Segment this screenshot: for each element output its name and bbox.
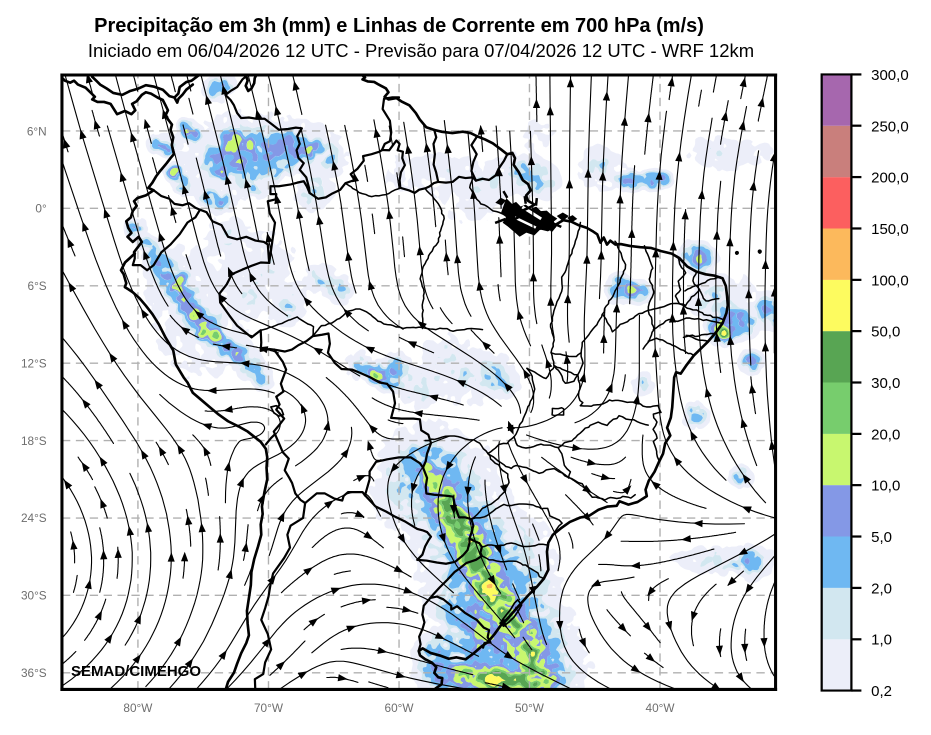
svg-text:50,0: 50,0 bbox=[871, 324, 900, 341]
svg-text:6°S: 6°S bbox=[28, 279, 47, 293]
svg-text:250,0: 250,0 bbox=[871, 118, 909, 135]
svg-text:60°W: 60°W bbox=[385, 701, 415, 715]
svg-text:10,0: 10,0 bbox=[871, 478, 900, 495]
svg-text:0,2: 0,2 bbox=[871, 683, 892, 700]
svg-text:0°: 0° bbox=[35, 202, 47, 216]
svg-text:SEMAD/CIMEHGO: SEMAD/CIMEHGO bbox=[71, 663, 201, 680]
svg-text:50°W: 50°W bbox=[515, 701, 545, 715]
svg-text:12°S: 12°S bbox=[21, 357, 47, 371]
svg-text:200,0: 200,0 bbox=[871, 169, 909, 186]
svg-text:80°W: 80°W bbox=[123, 701, 153, 715]
svg-text:6°N: 6°N bbox=[27, 124, 47, 138]
svg-text:300,0: 300,0 bbox=[871, 67, 909, 84]
svg-text:70°W: 70°W bbox=[254, 701, 284, 715]
svg-text:18°S: 18°S bbox=[21, 434, 47, 448]
svg-text:Precipitação em 3h (mm) e Linh: Precipitação em 3h (mm) e Linhas de Corr… bbox=[94, 15, 704, 37]
svg-text:36°S: 36°S bbox=[21, 666, 47, 680]
svg-text:1,0: 1,0 bbox=[871, 632, 892, 649]
svg-text:Iniciado em 06/04/2026 12 UTC: Iniciado em 06/04/2026 12 UTC - Previsão… bbox=[88, 40, 754, 61]
svg-text:24°S: 24°S bbox=[21, 511, 47, 525]
svg-text:30,0: 30,0 bbox=[871, 375, 900, 392]
svg-text:5,0: 5,0 bbox=[871, 529, 892, 546]
svg-text:150,0: 150,0 bbox=[871, 221, 909, 238]
svg-text:100,0: 100,0 bbox=[871, 272, 909, 289]
svg-text:20,0: 20,0 bbox=[871, 426, 900, 443]
svg-text:30°S: 30°S bbox=[21, 589, 47, 603]
svg-text:40°W: 40°W bbox=[646, 701, 676, 715]
svg-text:2,0: 2,0 bbox=[871, 580, 892, 597]
